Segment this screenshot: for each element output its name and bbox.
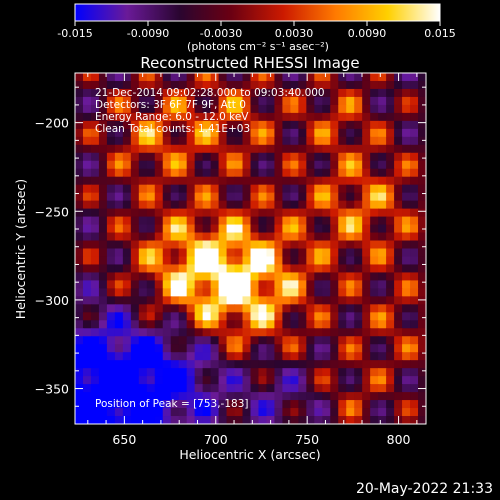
x-axis-label: Heliocentric X (arcsec) [179,447,320,462]
axis-ticks: 650 700 750 800 −350 −300 −250 −200 [35,73,426,447]
y-tick-label: −250 [35,204,69,219]
colorbar-tick-label: -0.0030 [200,27,242,40]
x-tick-label: 650 [112,432,136,447]
colorbar-tick-label: 0.0090 [348,27,387,40]
y-axis-label: Heliocentric Y (arcsec) [13,179,28,319]
y-tick-label: −200 [35,116,69,131]
annotation-time-range: 21-Dec-2014 09:02:28.000 to 09:03:40.000 [95,87,325,99]
colorbar-tick-label: 0.0030 [275,27,314,40]
timestamp: 20-May-2022 21:33 [355,481,493,497]
colorbar-label: (photons cm⁻² s⁻¹ asec⁻²) [187,40,329,53]
annotation-clean-counts: Clean Total counts: 1.41E+03 [95,123,250,135]
annotation-energy-range: Energy Range: 6.0 - 12.0 keV [95,111,249,123]
x-tick-label: 750 [295,432,319,447]
y-tick-label: −300 [35,293,69,308]
x-tick-label: 800 [387,432,411,447]
heatmap [75,73,426,424]
annotation-detectors: Detectors: 3F 6F 7F 9F, Att 0 [95,99,246,111]
y-tick-label: −350 [35,382,69,397]
colorbar-tick-label: -0.015 [57,27,92,40]
chart-title: Reconstructed RHESSI Image [140,54,359,72]
x-tick-label: 700 [204,432,228,447]
colorbar-ticks: -0.015 -0.0090 -0.0030 0.0030 0.0090 0.015 [57,21,456,40]
plot-frame [74,72,427,425]
colorbar-tick-label: -0.0090 [127,27,169,40]
colorbar [74,3,441,22]
annotation-peak-position: Position of Peak = [753,-183] [95,398,249,410]
colorbar-tick-label: 0.015 [424,27,456,40]
